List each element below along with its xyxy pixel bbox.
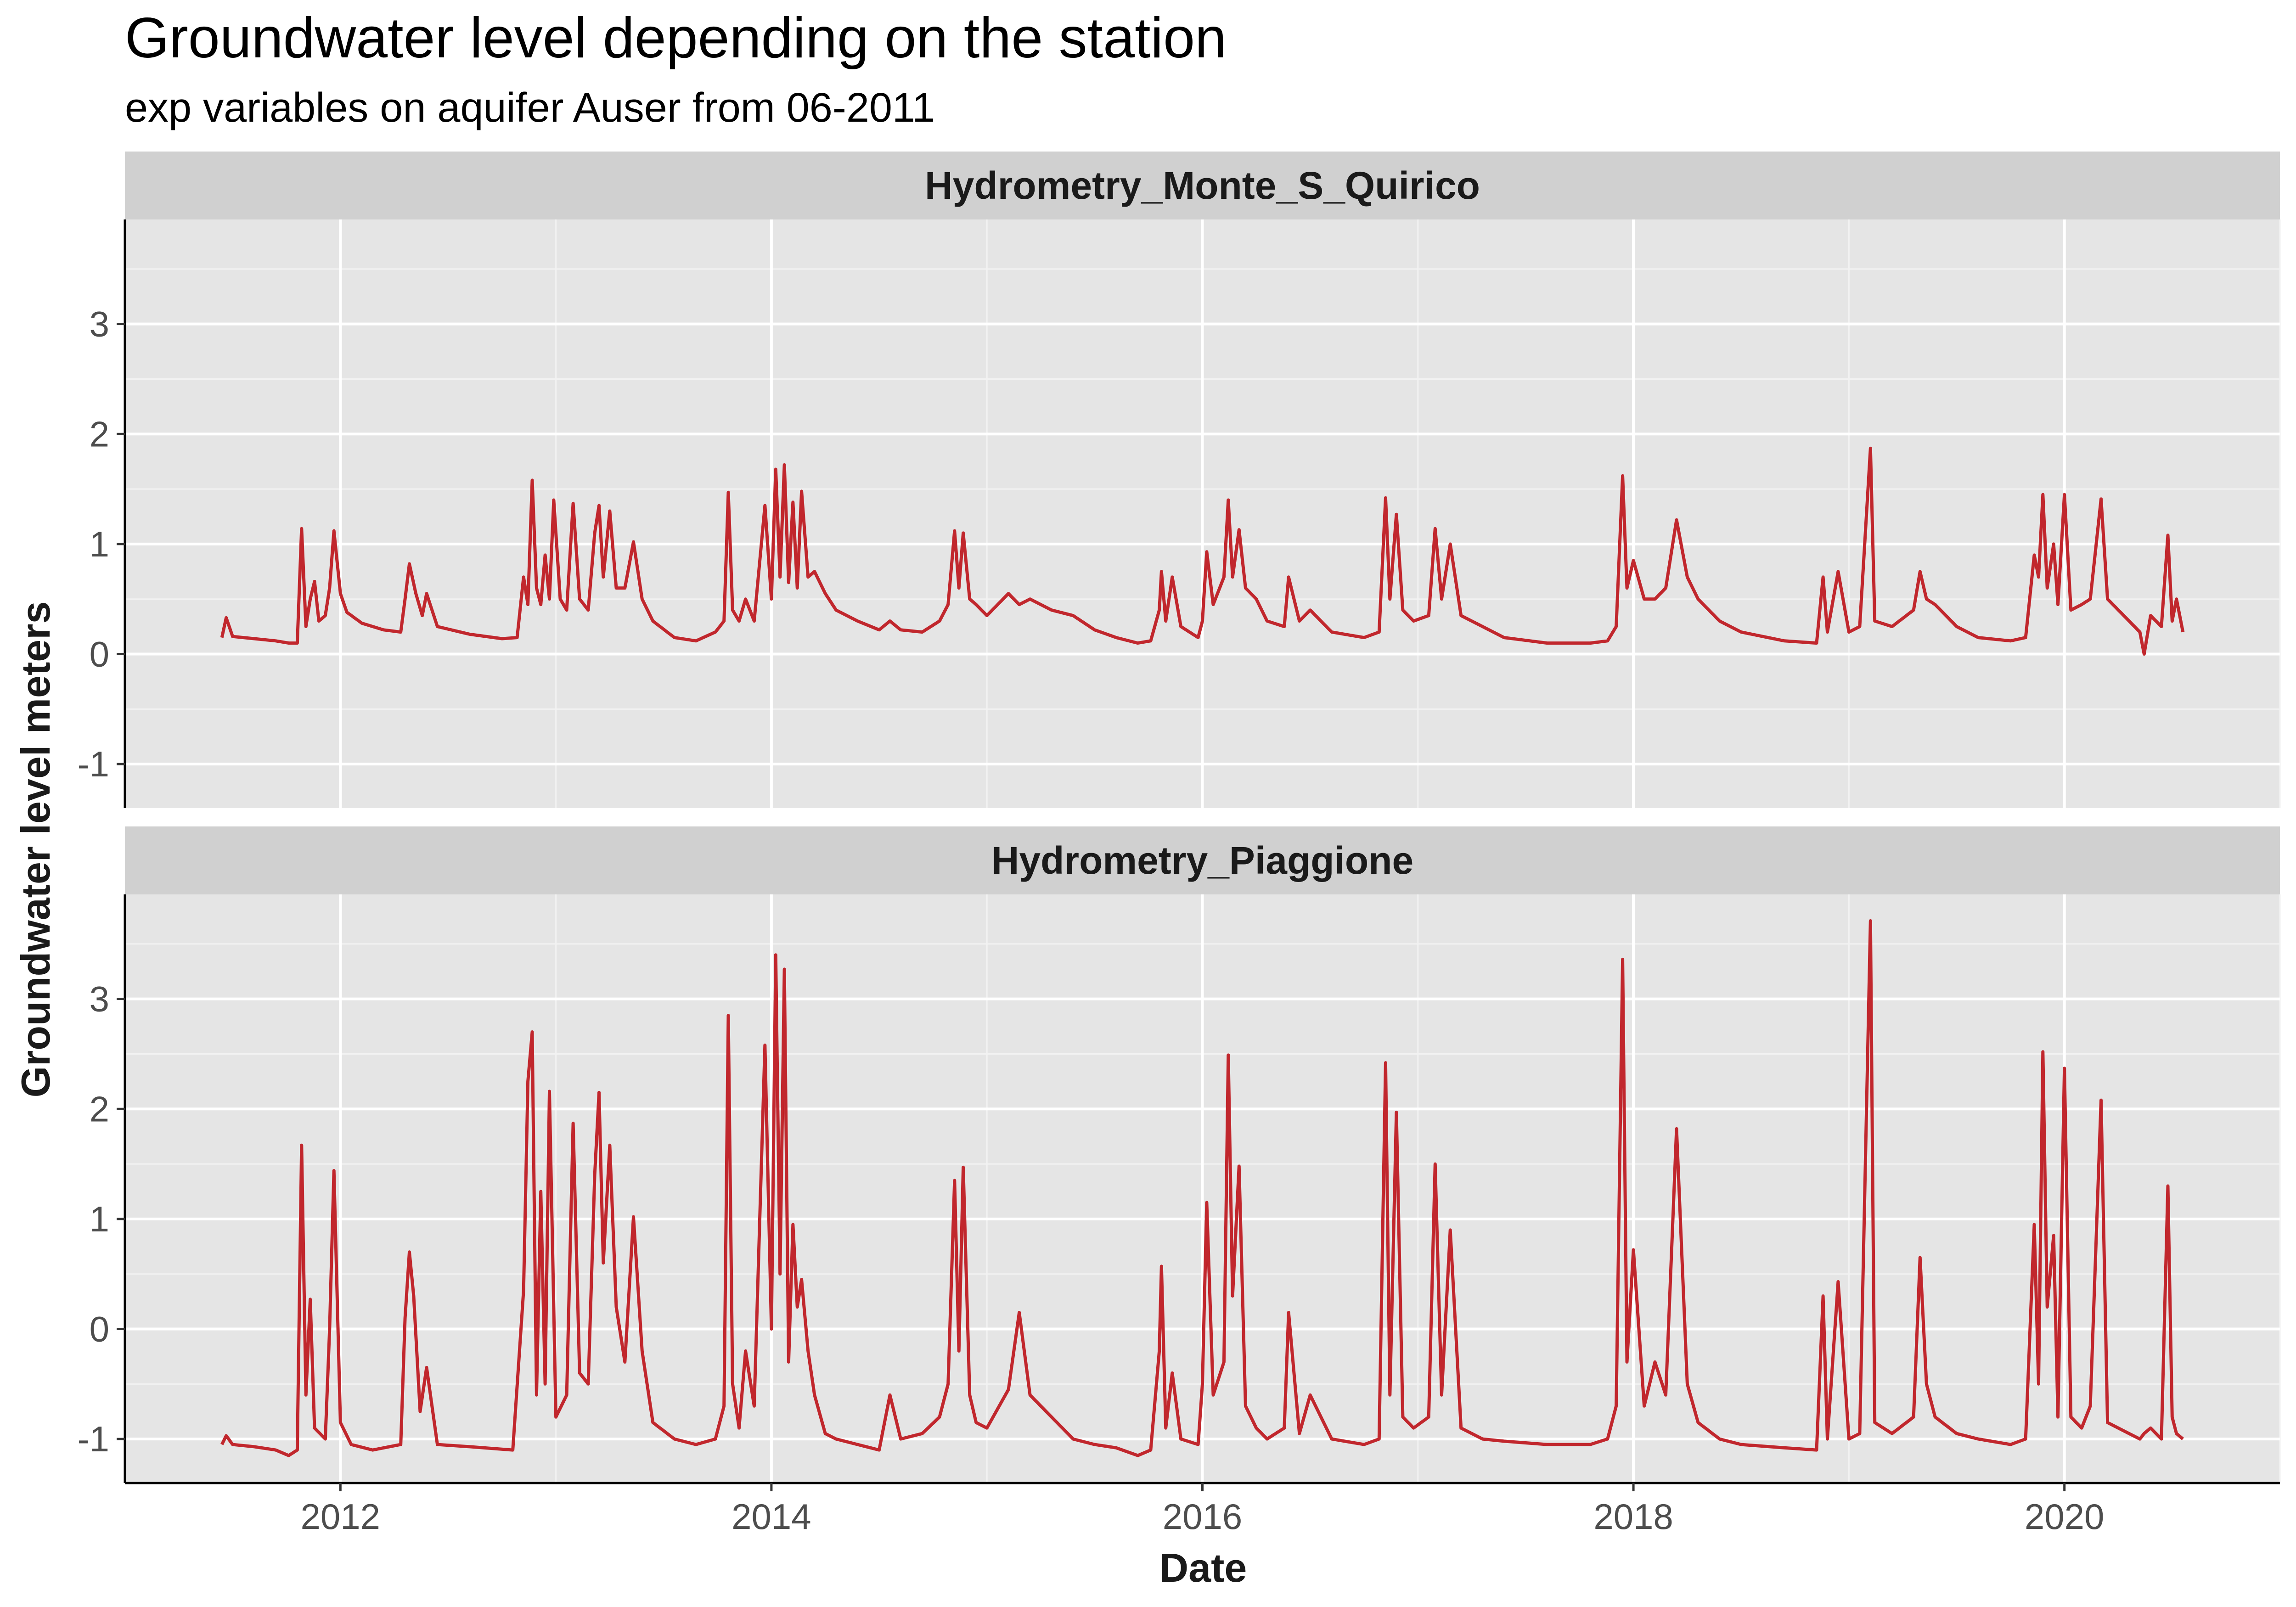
x-axis-title: Date	[1159, 1545, 1247, 1590]
y-tick-label: 0	[90, 1309, 109, 1349]
chart-title: Groundwater level depending on the stati…	[125, 6, 1227, 70]
y-tick-label: -1	[78, 744, 109, 784]
facet-panel-1: Hydrometry_Monte_S_Quirico -1 0 1 2 3	[78, 152, 2281, 808]
facet-panel-2: Hydrometry_Piaggione -1 0 1 2 3	[78, 826, 2281, 1483]
y-tick-label: 2	[90, 414, 109, 454]
y-tick-label: 3	[90, 979, 109, 1019]
y-tick-label: 0	[90, 634, 109, 674]
facet-strip-label: Hydrometry_Piaggione	[991, 839, 1414, 882]
y-tick-label: 3	[90, 304, 109, 344]
chart-subtitle: exp variables on aquifer Auser from 06-2…	[125, 85, 935, 131]
y-axis-title: Groundwater level meters	[13, 601, 58, 1098]
y-tick-label: 1	[90, 524, 109, 564]
x-tick-label: 2012	[301, 1496, 381, 1537]
x-tick-label: 2014	[732, 1496, 811, 1537]
x-tick-label: 2018	[1593, 1496, 1673, 1537]
facet-strip-label: Hydrometry_Monte_S_Quirico	[925, 164, 1480, 207]
y-tick-label: 2	[90, 1089, 109, 1129]
x-tick-label: 2020	[2025, 1496, 2105, 1537]
series-line	[220, 446, 2185, 656]
y-tick-label: 1	[90, 1199, 109, 1239]
series-line	[220, 919, 2184, 1457]
facet-panels: Hydrometry_Monte_S_Quirico-10123Hydromet…	[78, 152, 2281, 1483]
facet-strip	[125, 826, 2280, 894]
x-axis: 2012 2014 2016 2018 2020	[125, 1482, 2280, 1537]
y-tick-label: -1	[78, 1419, 109, 1459]
facet-strip	[125, 152, 2280, 219]
x-tick-label: 2016	[1163, 1496, 1243, 1537]
